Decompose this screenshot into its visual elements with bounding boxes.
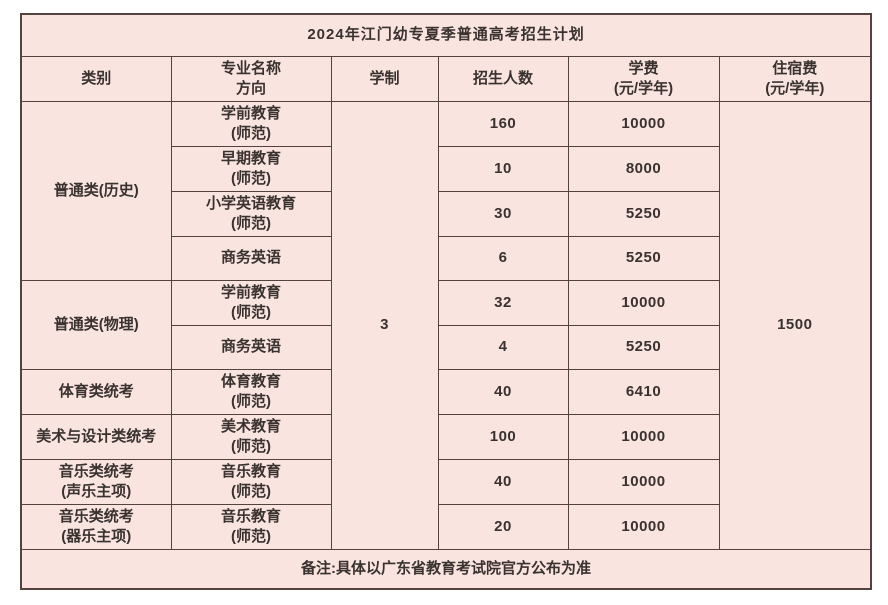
- enrollment-cell: 4: [437, 324, 569, 370]
- major-cell: 体育教育 (师范): [170, 368, 332, 415]
- major-cell: 商务英语: [170, 235, 332, 281]
- col-header-tuition: 学费 (元/学年): [567, 55, 720, 102]
- tuition-cell: 5250: [567, 235, 720, 281]
- enrollment-cell: 40: [437, 368, 569, 415]
- tuition-cell: 10000: [567, 503, 720, 550]
- table-row: 商务英语 6 5250: [21, 235, 871, 281]
- header-row: 类别 专业名称 方向 学制 招生人数 学费 (元/学年) 住宿费 (元/学年): [20, 55, 872, 102]
- enrollment-cell: 10: [437, 145, 569, 192]
- tuition-cell: 10000: [567, 458, 720, 505]
- table-row: 早期教育 (师范) 10 8000: [21, 145, 871, 192]
- col-header-accommodation: 住宿费 (元/学年): [718, 55, 872, 102]
- table-row: 音乐类统考 (器乐主项) 音乐教育 (师范) 20 10000: [20, 503, 871, 550]
- category-cell: 音乐类统考 (声乐主项): [20, 458, 172, 505]
- major-cell: 早期教育 (师范): [170, 145, 332, 192]
- enrollment-cell: 40: [437, 458, 569, 505]
- enrollment-cell: 20: [437, 503, 569, 550]
- enrollment-cell: 160: [437, 100, 569, 147]
- col-header-major: 专业名称 方向: [170, 55, 332, 102]
- tuition-cell: 10000: [567, 100, 720, 147]
- major-cell: 小学英语教育 (师范): [170, 190, 332, 237]
- tuition-cell: 8000: [567, 145, 720, 192]
- category-cell: 普通类(历史): [20, 100, 172, 281]
- col-header-duration: 学制: [330, 55, 439, 102]
- table-title: 2024年江门幼专夏季普通高考招生计划: [20, 13, 872, 57]
- note-row: 备注:具体以广东省教育考试院官方公布为准: [20, 548, 872, 590]
- enrollment-cell: 100: [437, 413, 569, 460]
- tuition-cell: 10000: [567, 413, 720, 460]
- category-cell: 体育类统考: [20, 368, 172, 415]
- table-row: 普通类(物理) 学前教育 (师范) 32 10000: [20, 279, 871, 370]
- title-row: 2024年江门幼专夏季普通高考招生计划: [20, 13, 872, 57]
- tuition-cell: 5250: [567, 190, 720, 237]
- enrollment-cell: 32: [437, 279, 569, 326]
- table-row: 普通类(历史) 学前教育 (师范) 3 160 10000 1500: [20, 100, 872, 550]
- major-cell: 商务英语: [170, 324, 332, 370]
- enrollment-plan-table: 2024年江门幼专夏季普通高考招生计划 类别 专业名称 方向 学制 招生人数 学…: [20, 13, 873, 590]
- col-header-enrollment: 招生人数: [437, 55, 569, 102]
- accommodation-cell: 1500: [718, 100, 872, 550]
- table-row: 小学英语教育 (师范) 30 5250: [21, 190, 871, 237]
- table-row: 美术与设计类统考 美术教育 (师范) 100 10000: [20, 413, 871, 460]
- table-row: 体育类统考 体育教育 (师范) 40 6410: [20, 368, 871, 415]
- major-cell: 美术教育 (师范): [170, 413, 332, 460]
- table-row: 音乐类统考 (声乐主项) 音乐教育 (师范) 40 10000: [20, 458, 871, 505]
- col-header-category: 类别: [20, 55, 172, 102]
- enrollment-cell: 30: [437, 190, 569, 237]
- tuition-cell: 10000: [567, 279, 720, 326]
- major-cell: 学前教育 (师范): [170, 100, 332, 147]
- duration-cell: 3: [330, 100, 439, 550]
- major-cell: 音乐教育 (师范): [170, 458, 332, 505]
- major-cell: 学前教育 (师范): [170, 279, 332, 326]
- category-cell: 音乐类统考 (器乐主项): [20, 503, 172, 550]
- note-text: 备注:具体以广东省教育考试院官方公布为准: [20, 548, 872, 590]
- category-cell: 美术与设计类统考: [20, 413, 172, 460]
- major-cell: 音乐教育 (师范): [170, 503, 332, 550]
- tuition-cell: 6410: [567, 368, 720, 415]
- category-cell: 普通类(物理): [20, 279, 172, 370]
- enrollment-cell: 6: [437, 235, 569, 281]
- table-row: 商务英语 4 5250: [21, 324, 871, 370]
- tuition-cell: 5250: [567, 324, 720, 370]
